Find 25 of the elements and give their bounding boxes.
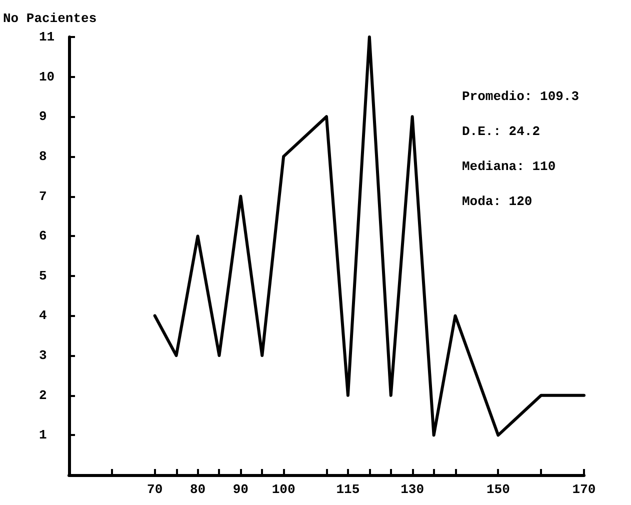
x-tick-label: 70: [147, 482, 163, 497]
y-axis-title: No Pacientes: [3, 11, 97, 26]
x-tick-label: 130: [400, 482, 424, 497]
annotation: Mediana: 110: [462, 159, 556, 174]
x-tick-label: 100: [272, 482, 296, 497]
y-tick-label: 1: [39, 428, 47, 443]
line-series: [153, 36, 586, 437]
y-tick-label: 3: [39, 348, 47, 364]
y-tick-label: 6: [39, 228, 47, 244]
y-tick-label: 10: [39, 69, 55, 84]
y-tick-label: 5: [39, 268, 47, 284]
y-tick-label: 4: [39, 308, 47, 324]
x-tick-label: 90: [232, 482, 249, 497]
y-tick-label: 9: [39, 109, 47, 124]
x-tick-label: 115: [336, 482, 360, 497]
y-tick-label: 7: [39, 188, 47, 204]
y-tick-label: 8: [39, 148, 47, 164]
annotation: D.E.: 24.2: [462, 124, 540, 139]
x-tick-label: 150: [486, 482, 510, 497]
x-tick-label: 170: [572, 482, 596, 497]
y-tick-label: 2: [39, 388, 47, 403]
annotation: Promedio: 109.3: [462, 89, 580, 104]
y-tick-label: 11: [39, 30, 55, 44]
annotation: Moda: 120: [462, 194, 532, 209]
x-tick-label: 80: [190, 482, 206, 497]
